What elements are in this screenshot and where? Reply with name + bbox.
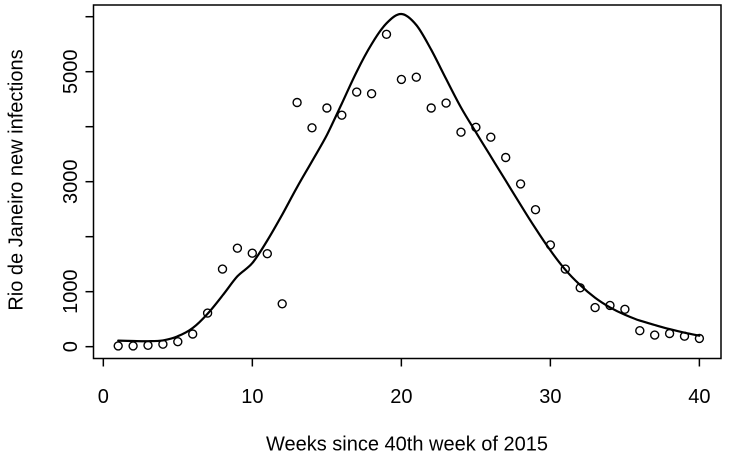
data-point [143,340,153,350]
data-point [471,122,481,133]
data-point [158,339,168,349]
data-point [277,299,287,309]
data-point [426,103,436,113]
data-point [605,300,615,311]
data-point [694,333,705,344]
data-point [545,240,556,250]
data-point [292,97,302,108]
data-point [232,243,243,253]
data-point [366,88,377,99]
data-point [113,341,123,351]
data-point [217,264,228,274]
y-tick-label: 0 [60,341,82,352]
data-point [322,103,332,113]
data-point [501,152,511,163]
data-point [247,248,258,258]
data-point [262,248,272,259]
data-point [337,110,347,120]
data-point [530,204,541,215]
data-point [635,326,645,336]
y-tick-label: 5000 [60,49,82,94]
data-point [128,341,138,351]
data-point [307,123,317,133]
data-point [664,328,675,339]
x-tick-label: 40 [688,386,710,408]
fit-curve [117,12,701,343]
data-point [411,72,421,82]
data-point [173,337,183,347]
data-point [650,330,660,340]
data-point [590,302,600,313]
data-point [560,264,570,274]
data-point [202,308,213,318]
x-tick-label: 0 [98,386,109,408]
data-point [456,127,466,137]
data-point [396,74,407,85]
data-point [575,283,585,293]
y-tick-label: 1000 [60,269,82,314]
y-tick-label: 3000 [60,159,82,204]
data-point [620,304,630,314]
data-point [352,87,362,97]
data-point [679,331,690,341]
data-point [515,179,526,189]
data-point [486,132,496,142]
x-tick-label: 10 [241,386,263,408]
y-axis-label: Rio de Janeiro new infections [5,49,28,311]
data-point [381,29,392,39]
data-point [441,98,451,108]
data-point [187,329,198,339]
x-tick-label: 20 [390,386,412,408]
x-axis-label: Weeks since 40th week of 2015 [265,433,549,456]
x-tick-label: 30 [539,386,561,408]
